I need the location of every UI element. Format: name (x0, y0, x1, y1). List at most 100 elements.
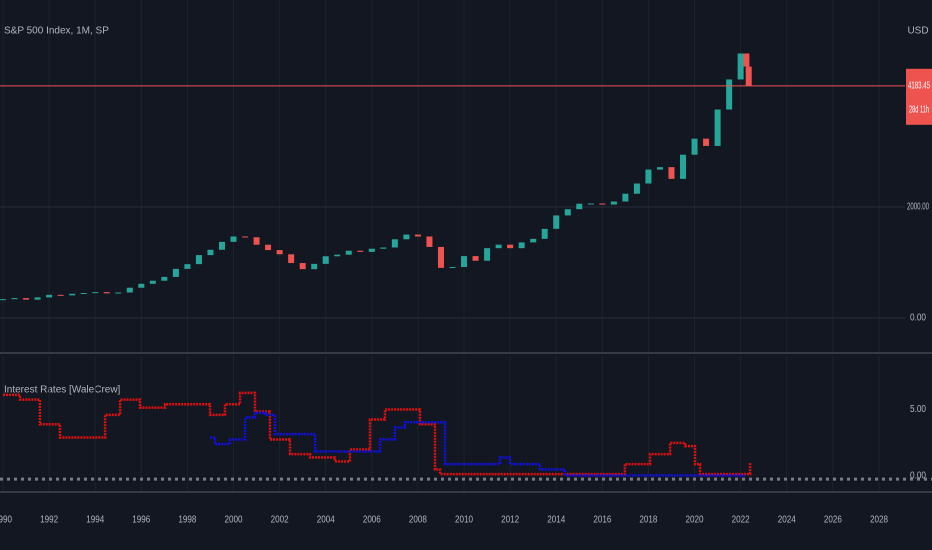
candle (518, 242, 525, 249)
candle (745, 66, 752, 86)
candle (449, 266, 456, 268)
candle (426, 236, 433, 247)
candle (149, 280, 156, 284)
x-tick-label: 2016 (593, 515, 611, 526)
candle (23, 298, 30, 300)
candle (57, 294, 64, 296)
chart-title: S&P 500 Index, 1M, SP (4, 26, 109, 37)
x-tick-label: 1998 (178, 515, 196, 526)
candle (743, 53, 750, 67)
x-tick-label: 2022 (732, 515, 750, 526)
candle (680, 154, 687, 179)
candle (656, 167, 663, 170)
candle (541, 228, 548, 239)
candle (645, 169, 652, 184)
candle (138, 283, 145, 288)
candle (288, 254, 295, 264)
candle (334, 254, 341, 257)
candle (380, 247, 387, 249)
candle (668, 167, 675, 179)
x-tick-label: 2020 (686, 515, 704, 526)
candle (587, 203, 594, 205)
x-tick-label: 2026 (824, 515, 842, 526)
candle (218, 241, 225, 250)
last-price-label: 4183.45 (908, 80, 930, 91)
candle (391, 239, 398, 248)
candle (437, 246, 444, 268)
y-tick-label: 0.00 (910, 471, 926, 482)
candle (599, 203, 606, 205)
candle (633, 183, 640, 194)
rate-line (2, 391, 752, 476)
countdown-label: 28d 11h (909, 104, 929, 115)
candle (80, 293, 87, 295)
candle (403, 234, 410, 240)
candle (115, 292, 122, 294)
x-tick-label: 2008 (409, 515, 427, 526)
x-tick-label: 2010 (455, 515, 473, 526)
x-tick-label: 2006 (363, 515, 381, 526)
candle (368, 248, 375, 252)
candle (242, 236, 249, 238)
candle (553, 215, 560, 229)
candle (103, 292, 110, 294)
x-tick-label: 1990 (0, 515, 12, 526)
x-tick-label: 2018 (639, 515, 657, 526)
candle (345, 250, 352, 255)
x-tick-label: 2012 (501, 515, 519, 526)
candle (495, 244, 502, 249)
candle (253, 237, 260, 245)
candle (172, 268, 179, 277)
candle (265, 244, 272, 251)
candle (195, 255, 202, 265)
candle (484, 248, 491, 261)
candle (126, 287, 133, 293)
candle (69, 293, 76, 296)
candle (691, 138, 698, 155)
x-tick-label: 2000 (225, 515, 243, 526)
candle (311, 263, 318, 270)
candle (0, 299, 6, 301)
currency-label: USD (907, 26, 928, 37)
candle (610, 201, 617, 205)
candle (92, 292, 99, 294)
candle (576, 203, 583, 210)
candle (299, 263, 306, 270)
candle (11, 298, 18, 300)
candle (737, 53, 744, 80)
candle (530, 238, 537, 243)
y-tick-label: 0.00 (910, 313, 926, 324)
x-tick-label: 2028 (870, 515, 888, 526)
x-tick-label: 1994 (86, 515, 104, 526)
x-tick-label: 2004 (317, 515, 335, 526)
candle (184, 264, 191, 269)
candle (207, 249, 214, 256)
candle (322, 256, 329, 264)
x-tick-label: 1996 (132, 515, 150, 526)
candle (703, 138, 710, 146)
y-tick-label: 5.00 (910, 404, 926, 415)
candle (714, 109, 721, 146)
indicator-title: Interest Rates [WaleCrew] (4, 385, 121, 396)
x-tick-label: 2014 (547, 515, 565, 526)
candle (276, 250, 283, 255)
x-tick-label: 1992 (40, 515, 58, 526)
rate-line (209, 411, 746, 477)
candle (726, 79, 733, 110)
price-badge (906, 68, 932, 125)
candle (414, 234, 421, 237)
y-tick-label: 2000.00 (907, 202, 929, 213)
candle (230, 236, 237, 242)
candle (46, 294, 53, 298)
candle (507, 244, 514, 249)
candle (622, 193, 629, 202)
candle (357, 250, 364, 252)
candle (34, 297, 41, 300)
candle (461, 256, 468, 267)
x-tick-label: 2024 (778, 515, 796, 526)
candle (161, 276, 168, 281)
candle (564, 209, 571, 216)
x-tick-label: 2002 (271, 515, 289, 526)
